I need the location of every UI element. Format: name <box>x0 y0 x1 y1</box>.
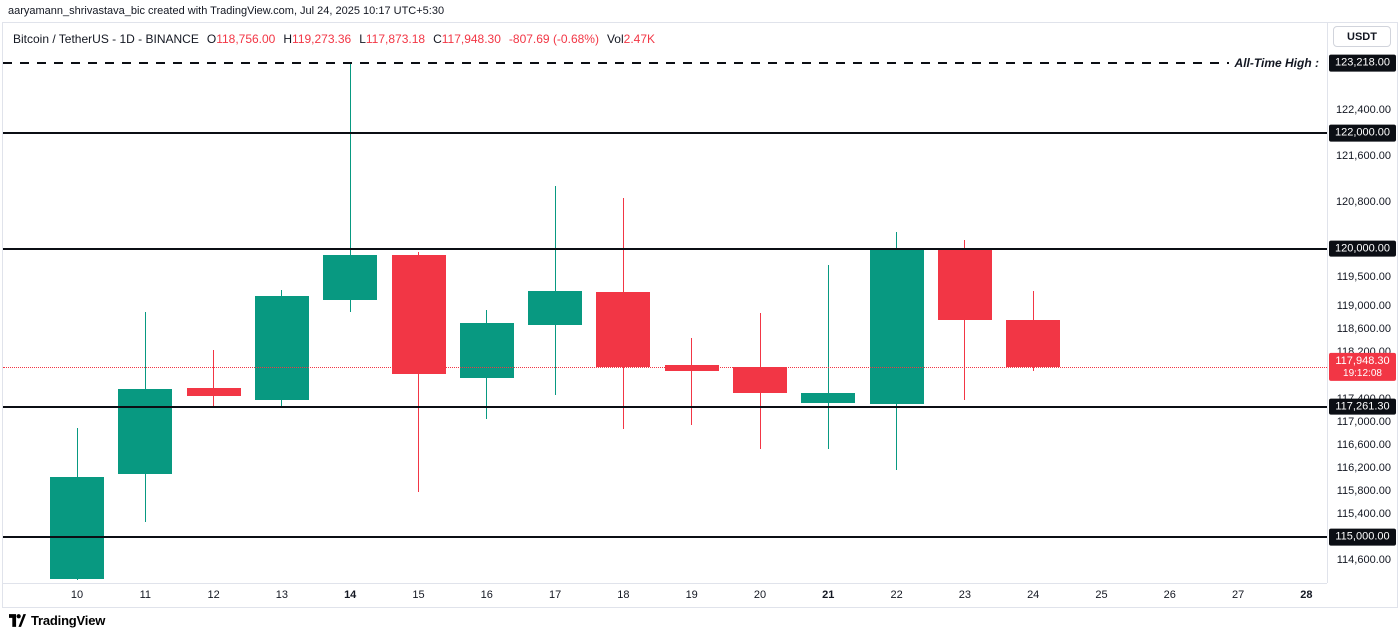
chart-frame: All-Time High : 123,218.00 122,000.00 120,… <box>2 22 1398 608</box>
candle-wick-12 <box>213 349 215 407</box>
bar-countdown: 19:12:08 <box>1343 367 1382 379</box>
candle-wick-19 <box>691 338 693 425</box>
time-tick-15: 15 <box>412 589 425 601</box>
last-price-value: 117,948.30 <box>1335 354 1390 367</box>
price-change: -807.69 (-0.68%) <box>508 32 599 46</box>
low-label: L <box>359 32 366 46</box>
price-tick: 117,000.00 <box>1336 415 1391 428</box>
close-label: C <box>433 32 442 46</box>
time-tick-28: 28 <box>1300 589 1313 601</box>
time-tick-13: 13 <box>275 589 289 601</box>
candle-wick-14 <box>349 62 351 313</box>
price-tick: 115,800.00 <box>1336 485 1391 497</box>
close-value: 117,948.30 <box>441 32 501 46</box>
candle-body-13 <box>254 295 309 400</box>
time-tick-19: 19 <box>685 589 698 601</box>
price-tick: 114,600.00 <box>1336 554 1391 567</box>
tradingview-logo-text[interactable]: TradingView <box>31 612 106 628</box>
time-tick-18: 18 <box>617 589 630 601</box>
price-level-line[interactable] <box>3 247 1327 250</box>
price-level-badge: 122,000.00 <box>1329 124 1396 142</box>
time-tick-26: 26 <box>1163 589 1176 601</box>
price-tick: 120,800.00 <box>1335 196 1391 209</box>
ath-annotation: All-Time High : <box>1228 55 1325 70</box>
time-tick-27: 27 <box>1231 589 1245 601</box>
price-level-line[interactable] <box>3 405 1327 408</box>
volume: Vol2.47K <box>607 32 655 46</box>
candle-body-14 <box>323 254 378 300</box>
footer: TradingView <box>0 608 1400 632</box>
last-price-badge: 117,948.30 19:12:08 <box>1329 352 1396 382</box>
candle-body-16 <box>459 323 514 378</box>
price-tick: 121,600.00 <box>1335 150 1391 163</box>
currency-button[interactable]: USDT <box>1333 26 1391 47</box>
ohlc-header: Bitcoin / TetherUS - 1D - BINANCE O118,7… <box>13 32 661 46</box>
candle-body-22 <box>869 248 924 404</box>
price-level-badge: 123,218.00 <box>1329 54 1396 72</box>
price-tick: 122,400.00 <box>1335 104 1391 117</box>
time-tick-12: 12 <box>207 589 220 601</box>
time-tick-20: 20 <box>753 589 767 601</box>
open-label: O <box>206 32 217 46</box>
last-price-line <box>3 367 1327 369</box>
candle-body-23 <box>937 248 992 321</box>
high-label: H <box>283 32 293 46</box>
candle-body-20 <box>733 367 787 394</box>
time-axis[interactable]: 10 11 12 13 14 15 16 17 18 19 20 21 22 23 24 25 26 27 28 <box>3 583 1327 607</box>
candle-body-17 <box>528 290 583 325</box>
time-tick-10: 10 <box>70 589 84 601</box>
price-tick: 116,600.00 <box>1336 438 1391 451</box>
price-tick: 118,600.00 <box>1336 323 1391 336</box>
price-level-badge: 117,261.30 <box>1329 398 1396 415</box>
tradingview-logo-icon[interactable] <box>9 613 26 627</box>
candle-wick-21 <box>827 265 829 450</box>
price-tick: 119,000.00 <box>1336 300 1391 313</box>
price-axis[interactable]: 123,218.00 122,000.00 120,000.00 117,261.30… <box>1327 23 1397 583</box>
attribution-text: aaryamann_shrivastava_bic created with T… <box>8 5 445 17</box>
time-tick-22: 22 <box>890 589 903 601</box>
price-level-badge: 115,000.00 <box>1329 528 1396 546</box>
time-tick-14: 14 <box>344 589 357 601</box>
candle-body-18 <box>596 291 651 367</box>
candle-body-24 <box>1006 320 1061 367</box>
time-tick-16: 16 <box>480 589 493 601</box>
candle-body-11 <box>118 389 173 475</box>
price-level-line[interactable] <box>3 536 1327 539</box>
time-tick-25: 25 <box>1095 589 1108 601</box>
high-value: 119,273.36 <box>292 32 352 46</box>
ohlc-high: H119,273.36 <box>283 32 351 46</box>
open-value: 118,756.00 <box>216 32 276 46</box>
ohlc-open: O118,756.00 <box>207 32 276 46</box>
time-tick-17: 17 <box>548 589 562 601</box>
volume-value: 2.47K <box>623 32 655 46</box>
symbol-title[interactable]: Bitcoin / TetherUS - 1D - BINANCE <box>13 32 199 46</box>
price-level-line[interactable] <box>3 132 1327 135</box>
candlestick-plot[interactable]: All-Time High : <box>3 23 1327 583</box>
ohlc-low: L117,873.18 <box>359 32 425 46</box>
price-tick: 116,200.00 <box>1336 461 1391 474</box>
price-tick: 119,500.00 <box>1336 271 1391 284</box>
time-tick-24: 24 <box>1027 589 1040 601</box>
price-level-badge: 120,000.00 <box>1329 240 1396 257</box>
ohlc-close: C117,948.30 <box>433 32 501 46</box>
candle-body-15 <box>391 254 446 375</box>
time-tick-21: 21 <box>822 589 835 601</box>
time-tick-11: 11 <box>139 589 152 601</box>
candle-body-10 <box>50 477 104 579</box>
time-tick-23: 23 <box>958 589 972 601</box>
low-value: 117,873.18 <box>365 32 426 46</box>
candle-body-21 <box>801 393 856 403</box>
ath-line[interactable] <box>3 61 1327 64</box>
price-tick: 115,400.00 <box>1336 508 1391 521</box>
candle-wick-17 <box>554 186 556 395</box>
candle-body-12 <box>186 387 241 396</box>
volume-label: Vol <box>606 32 624 46</box>
